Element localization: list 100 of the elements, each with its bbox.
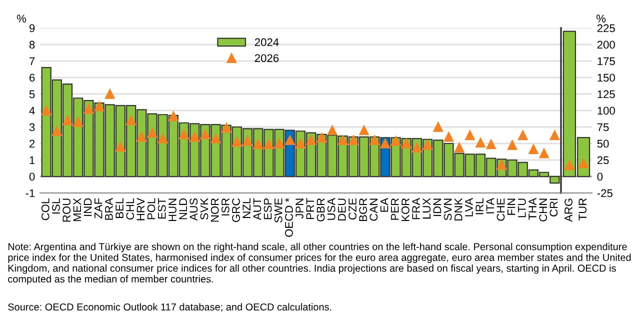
point	[190, 132, 200, 142]
source-note: Source: OECD Economic Outlook 117 database; and OECD calculations.	[8, 303, 332, 312]
point	[433, 122, 444, 132]
x-tick-label: COL	[41, 198, 50, 220]
point	[274, 138, 284, 148]
x-tick-label: HRV	[136, 198, 145, 220]
x-tick-label: LVA	[465, 198, 473, 216]
x-tick-label: THA	[528, 198, 536, 220]
point	[116, 142, 126, 152]
x-tick-label: ESP	[264, 198, 272, 220]
x-tick-label: SVK	[200, 198, 208, 220]
x-tick-label: OECD *	[285, 198, 293, 237]
legend-label: 2024	[254, 38, 279, 46]
y-tick-label: -25	[597, 189, 612, 198]
x-tick-label: SWE	[274, 198, 282, 223]
x-tick-label: CHL	[126, 198, 134, 220]
point	[507, 140, 518, 150]
x-tick-label: CHN	[539, 198, 548, 222]
x-tick-label: DNK	[454, 198, 462, 220]
point	[327, 125, 338, 136]
y-tick-label: 6	[30, 74, 35, 82]
x-tick-label: NZL	[242, 198, 250, 218]
point	[105, 89, 115, 99]
point	[168, 111, 178, 122]
y-tick-label: 0	[29, 172, 35, 181]
y-tick-label: 200	[597, 40, 615, 49]
point	[465, 130, 475, 140]
point	[454, 142, 464, 152]
y-tick-label: 50	[597, 140, 609, 148]
x-tick-label: CAN	[370, 198, 378, 221]
x-tick-label: NOR	[210, 198, 219, 222]
point	[62, 116, 72, 126]
point	[338, 135, 348, 146]
point	[550, 130, 560, 140]
point	[222, 122, 232, 133]
y-tick-label: 75	[597, 123, 609, 132]
y-tick-label: 175	[598, 57, 615, 66]
y-axis-title: %	[596, 14, 606, 22]
point	[136, 132, 147, 142]
point	[380, 138, 390, 148]
legend-label: 2026	[254, 54, 279, 62]
x-tick-label: BRA	[105, 198, 113, 220]
x-tick-label: BGR	[359, 198, 368, 222]
x-tick-label: FIN	[508, 198, 516, 215]
x-tick-label: LUX	[422, 198, 431, 219]
x-tick-label: IRL	[476, 198, 484, 214]
y-tick-label: 225	[597, 24, 615, 32]
x-tick-label: IND	[84, 198, 92, 216]
point	[486, 139, 496, 150]
point	[179, 130, 189, 140]
x-tick-label: FRA	[412, 198, 420, 220]
y-tick-label: 1	[30, 156, 35, 164]
x-tick-label: KOR	[402, 198, 410, 222]
text: Note: Argentina and Türkiye are shown on the right-hand scale, all other countries on the left-hand scale. Personal consumption expenditure price index for the United States, harmonised index of consumer prices for the euro area aggregate, euro area member states and the United Kingdom, and national consumer price indices for all other countries. India projections are based on fiscal years, starting in April. OECD is computed as the median of member countries.	[8, 242, 631, 285]
point	[359, 125, 369, 136]
point	[390, 136, 401, 146]
x-tick-label: CRI	[550, 198, 558, 216]
y-tick-label: 3	[29, 123, 35, 132]
x-tick-label: ZAF	[94, 198, 102, 218]
point	[518, 130, 528, 140]
point	[422, 140, 432, 150]
y-tick-label: 7	[30, 57, 35, 66]
x-tick-label: MEX	[73, 198, 81, 222]
x-tick-label: PRT	[306, 198, 314, 219]
x-tick-label: AUS	[190, 198, 198, 221]
x-tick-label: BEL	[116, 198, 124, 218]
x-tick-label: EA	[380, 198, 388, 212]
point	[444, 132, 454, 142]
y-tick-label: 8	[29, 40, 35, 49]
y-tick-label: 2	[30, 140, 35, 148]
x-tick-label: JPN	[296, 198, 304, 219]
x-tick-label: ITA	[486, 198, 494, 214]
y-tick-label: 100	[598, 106, 615, 115]
point	[316, 132, 327, 143]
point	[242, 136, 252, 146]
y-axis-title: %	[16, 14, 26, 22]
x-tick-label: ISL	[52, 198, 60, 214]
y-tick-label: 25	[597, 156, 609, 164]
x-tick-label: GRC	[232, 198, 240, 222]
x-tick-label: POL	[147, 198, 156, 220]
x-tick-label: IDN	[433, 198, 442, 216]
point	[264, 139, 274, 150]
x-tick-label: ISR	[221, 198, 230, 216]
x-tick-label: TUR	[578, 198, 587, 220]
x-tick-label: AUT	[253, 198, 262, 220]
x-tick-label: ROU	[62, 198, 71, 222]
y-tick-label: 5	[29, 90, 35, 98]
x-tick-label: ARG	[564, 198, 572, 222]
x-tick-label: CZE	[348, 198, 356, 220]
point	[232, 136, 242, 147]
point	[348, 135, 358, 146]
x-tick-label: CHE	[496, 198, 505, 221]
point	[296, 138, 306, 148]
point	[496, 160, 507, 170]
point	[285, 135, 295, 146]
y-tick-label: 125	[598, 90, 615, 98]
y-tick-label: 150	[598, 74, 615, 82]
point	[94, 102, 104, 112]
x-tick-label: HUN	[168, 198, 176, 222]
point	[528, 144, 538, 154]
